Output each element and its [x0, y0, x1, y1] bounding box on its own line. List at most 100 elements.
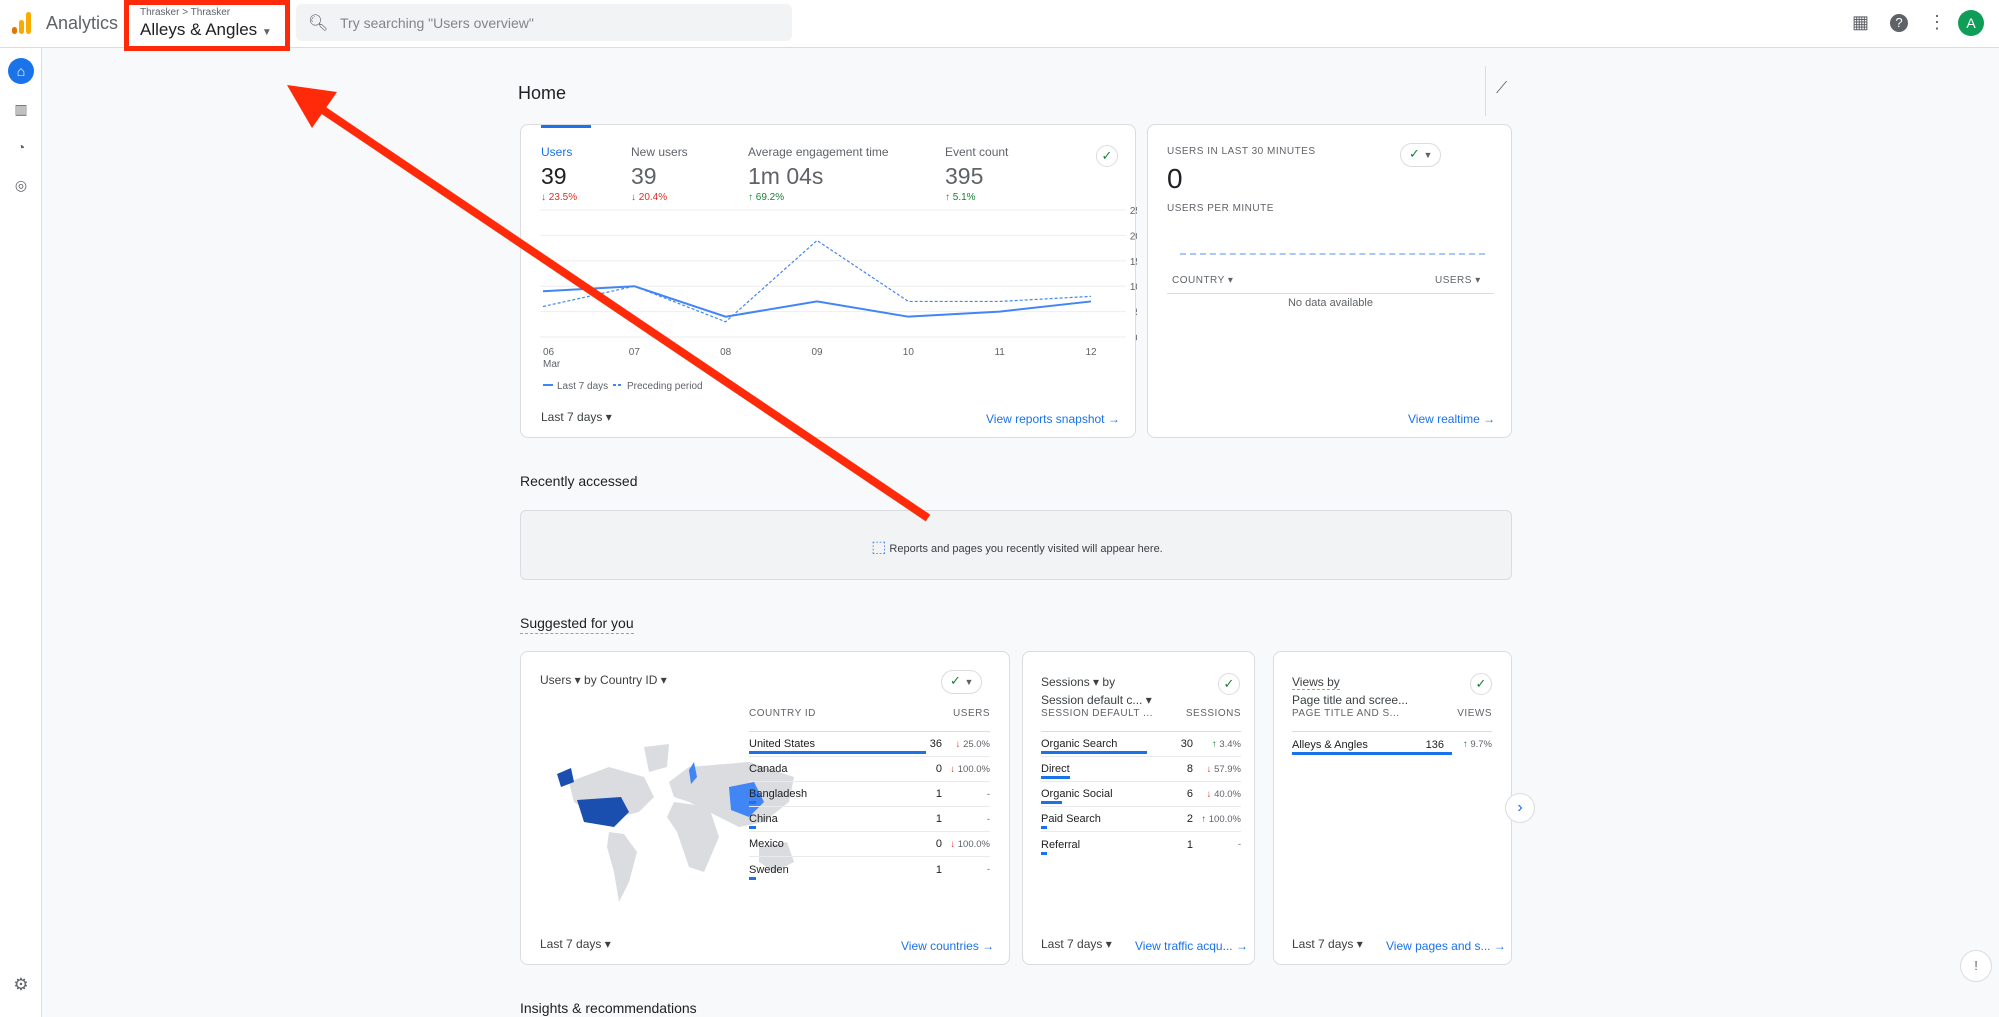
explore-icon[interactable]: ◔ [16, 139, 26, 155]
column-header: PAGE TITLE AND S... [1292, 708, 1400, 719]
view-realtime-link[interactable]: View realtime → [1408, 412, 1496, 426]
table-row[interactable]: Paid Search 2 ↑ 100.0% [1041, 807, 1241, 832]
metric-value: 39 [631, 163, 657, 189]
users-per-minute-label: USERS PER MINUTE [1167, 203, 1274, 214]
row-value: 0 [935, 763, 942, 775]
china-region [729, 782, 764, 817]
metric-label: Users [541, 145, 573, 159]
help-icon[interactable]: ? [1890, 14, 1908, 32]
share-bar [1041, 826, 1048, 829]
table-row[interactable]: China 1 - [749, 807, 990, 832]
table-row[interactable]: Direct 8 ↓ 57.9% [1041, 757, 1241, 782]
suggested-title: Suggested for you [520, 615, 634, 634]
feedback-icon[interactable]: ! [1960, 950, 1992, 982]
search-bar[interactable]: 🔍︎ Try searching "Users overview" [296, 4, 792, 41]
users-column-header[interactable]: USERS ▾ [1435, 275, 1481, 286]
check-circle-icon[interactable]: ✓ [1096, 145, 1118, 167]
recently-accessed-panel: ⬚ Reports and pages you recently visited… [520, 510, 1512, 580]
metric-label: New users [631, 145, 688, 159]
insights-title: Insights & recommendations [520, 1000, 697, 1016]
table-row[interactable]: Organic Social 6 ↓ 40.0% [1041, 782, 1241, 807]
row-label: Organic Search [1041, 738, 1118, 750]
metric-tab[interactable]: Users 39 ↓ 23.5% [541, 145, 577, 203]
table-row[interactable]: Bangladesh 1 - [749, 782, 990, 807]
table-row[interactable]: Canada 0 ↓ 100.0% [749, 757, 990, 782]
column-header: SESSIONS [1185, 708, 1241, 719]
row-change: - [1237, 839, 1241, 850]
card-title[interactable]: Users ▾ by Country ID ▾ [540, 673, 667, 687]
y-tick-label: 20 [1130, 231, 1137, 242]
row-change: ↓ 100.0% [950, 838, 990, 850]
view-pages-link[interactable]: View pages and s... → [1386, 939, 1506, 953]
metric-change: ↑ 69.2% [748, 192, 785, 203]
metric-tab[interactable]: Event count 395 ↑ 5.1% [945, 145, 1008, 203]
table-row[interactable]: Mexico 0 ↓ 100.0% [749, 832, 990, 857]
row-value: 2 [1186, 813, 1193, 825]
view-countries-link[interactable]: View countries → [901, 939, 995, 953]
date-range-dropdown[interactable]: Last 7 days ▾ [540, 937, 611, 951]
share-bar [1041, 751, 1147, 754]
country-column-header[interactable]: COUNTRY ▾ [1172, 275, 1234, 286]
card-title[interactable]: Sessions ▾ by Session default c... ▾ [1041, 675, 1152, 707]
table-row[interactable]: United States 36 ↓ 25.0% [749, 732, 990, 757]
x-tick-label: 07 [629, 347, 641, 358]
series-line-preceding [542, 239, 1092, 323]
advertising-icon[interactable]: ◎ [14, 177, 28, 193]
top-bar: Analytics Thrasker > Thrasker Alleys & A… [0, 0, 1999, 51]
metric-change: ↓ 20.4% [631, 192, 668, 203]
table-row[interactable]: Referral 1 - [1041, 832, 1241, 857]
date-range-dropdown[interactable]: Last 7 days ▾ [1292, 937, 1363, 951]
apps-grid-icon[interactable]: ▦ [1852, 12, 1870, 32]
insights-sparkle-icon[interactable]: ⟋ [1496, 80, 1508, 97]
recently-accessed-empty: Reports and pages you recently visited w… [889, 543, 1163, 555]
share-bar [749, 826, 757, 829]
legend-label: Last 7 days [557, 381, 608, 392]
view-traffic-acquisition-link[interactable]: View traffic acqu... → [1135, 939, 1248, 953]
metric-label: Average engagement time [748, 145, 889, 159]
usa-region [577, 797, 629, 827]
table-row[interactable]: Organic Search 30 ↑ 3.4% [1041, 732, 1241, 757]
reports-icon[interactable]: ▥ [14, 101, 28, 117]
row-value: 1 [935, 813, 942, 825]
metric-value: 1m 04s [748, 163, 824, 189]
metric-value: 39 [541, 163, 567, 189]
table-row[interactable]: Sweden 1 - [749, 857, 990, 882]
card-title[interactable]: Views by Page title and scree... [1292, 675, 1409, 707]
users-per-minute-chart [1180, 253, 1485, 255]
row-value: 36 [929, 738, 942, 750]
metric-tab[interactable]: New users 39 ↓ 20.4% [631, 145, 688, 203]
share-bar [1041, 776, 1070, 779]
property-name: Alleys & Angles [140, 20, 258, 39]
date-range-dropdown[interactable]: Last 7 days ▾ [541, 410, 612, 424]
metric-label: Event count [945, 145, 1009, 159]
row-label: Sweden [749, 863, 789, 876]
recently-accessed-title: Recently accessed [520, 473, 638, 489]
realtime-check-dropdown[interactable]: ✓ ▼ [1400, 143, 1442, 167]
more-vert-icon[interactable]: ⋮ [1928, 12, 1946, 32]
no-data-message: No data available [1287, 297, 1373, 309]
column-header: USERS [953, 708, 990, 719]
realtime-title: USERS IN LAST 30 MINUTES [1167, 146, 1316, 157]
metric-change: ↓ 23.5% [541, 192, 578, 203]
next-cards-button[interactable]: › [1505, 793, 1535, 823]
check-dropdown[interactable]: ✓ ▼ [941, 670, 983, 694]
check-circle-icon[interactable]: ✓ [1470, 673, 1492, 695]
gear-icon[interactable]: ⚙ [13, 975, 29, 994]
date-range-dropdown[interactable]: Last 7 days ▾ [1041, 937, 1112, 951]
realtime-card: USERS IN LAST 30 MINUTES 0 USERS PER MIN… [1147, 124, 1512, 438]
view-reports-snapshot-link[interactable]: View reports snapshot → [986, 412, 1120, 426]
y-tick-label: 5 [1135, 308, 1137, 319]
home-icon[interactable]: ⌂ [8, 58, 34, 84]
x-tick-label: 08 [720, 347, 732, 358]
sessions-table: SESSION DEFAULT ... SESSIONS Organic Searc… [1041, 708, 1241, 857]
table-row[interactable]: Alleys & Angles 136 ↑ 9.7% [1292, 732, 1492, 757]
analytics-logo-icon[interactable] [12, 12, 32, 34]
share-bar [1292, 752, 1452, 755]
metric-tab[interactable]: Average engagement time 1m 04s ↑ 69.2% [748, 145, 889, 203]
property-selector[interactable]: Thrasker > Thrasker Alleys & Angles ▼ [124, 0, 290, 51]
search-input[interactable]: Try searching "Users overview" [340, 15, 534, 31]
link-label: View reports snapshot [986, 412, 1105, 426]
check-circle-icon[interactable]: ✓ [1218, 673, 1240, 695]
row-label: Canada [749, 763, 788, 775]
avatar[interactable]: A [1958, 10, 1984, 36]
